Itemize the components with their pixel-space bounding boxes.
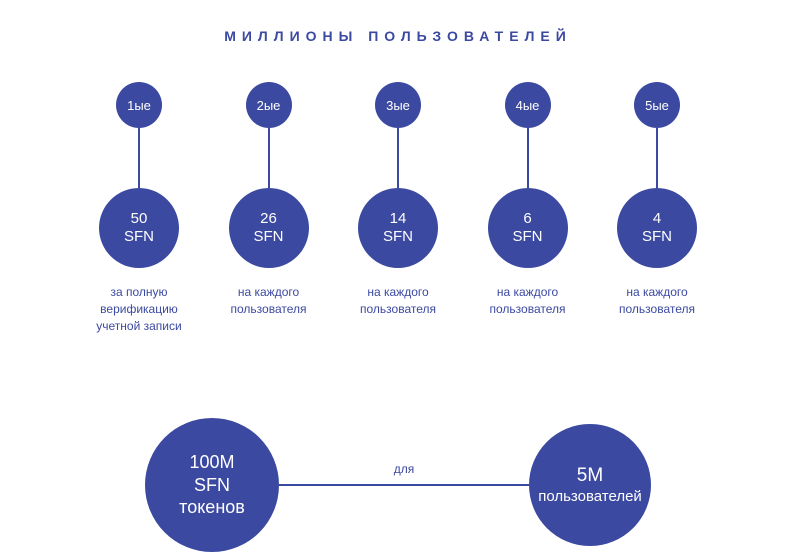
tier-value-circle: 26 SFN: [229, 188, 309, 268]
tier-unit: SFN: [254, 228, 284, 246]
tier-caption: на каждого пользователя: [210, 284, 328, 318]
tier-rank-circle: 3ые: [375, 82, 421, 128]
connector-line: [527, 128, 529, 188]
tier-value-circle: 4 SFN: [617, 188, 697, 268]
tier-column: 5ые 4 SFN на каждого пользователя: [598, 82, 716, 334]
summary-connector-label: для: [279, 462, 529, 476]
tier-caption: за полную верификацию учетной записи: [80, 284, 198, 334]
summary-connector: для: [279, 484, 529, 486]
connector-line: [397, 128, 399, 188]
connector-line: [138, 128, 140, 188]
connector-line: [656, 128, 658, 188]
total-users-line2: пользователей: [538, 488, 642, 507]
tier-caption: на каждого пользователя: [469, 284, 587, 318]
tier-value: 50: [131, 210, 148, 228]
total-tokens-line3: токенов: [179, 496, 245, 519]
tier-rank-circle: 4ые: [505, 82, 551, 128]
tier-value-circle: 6 SFN: [488, 188, 568, 268]
tier-unit: SFN: [383, 228, 413, 246]
tier-rank-circle: 1ые: [116, 82, 162, 128]
tier-unit: SFN: [642, 228, 672, 246]
total-tokens-circle: 100M SFN токенов: [145, 418, 279, 552]
total-users-line1: 5M: [577, 464, 603, 488]
tier-unit: SFN: [513, 228, 543, 246]
tier-rank-circle: 5ые: [634, 82, 680, 128]
total-users-circle: 5M пользователей: [529, 424, 651, 546]
tier-column: 4ые 6 SFN на каждого пользователя: [469, 82, 587, 334]
tier-value: 6: [523, 210, 531, 228]
page-title: МИЛЛИОНЫ ПОЛЬЗОВАТЕЛЕЙ: [0, 28, 796, 44]
summary-row: 100M SFN токенов для 5M пользователей: [145, 418, 651, 552]
tier-column: 3ые 14 SFN на каждого пользователя: [339, 82, 457, 334]
total-tokens-line1: 100M: [189, 451, 234, 474]
connector-line: [268, 128, 270, 188]
total-tokens-line2: SFN: [194, 474, 230, 497]
tier-caption: на каждого пользователя: [339, 284, 457, 318]
tier-value-circle: 14 SFN: [358, 188, 438, 268]
tier-column: 1ые 50 SFN за полную верификацию учетной…: [80, 82, 198, 334]
tier-columns: 1ые 50 SFN за полную верификацию учетной…: [80, 82, 716, 334]
tier-rank-circle: 2ые: [246, 82, 292, 128]
tier-unit: SFN: [124, 228, 154, 246]
tier-value: 14: [390, 210, 407, 228]
tier-value: 4: [653, 210, 661, 228]
tier-column: 2ые 26 SFN на каждого пользователя: [210, 82, 328, 334]
tier-caption: на каждого пользователя: [598, 284, 716, 318]
tier-value: 26: [260, 210, 277, 228]
tier-value-circle: 50 SFN: [99, 188, 179, 268]
